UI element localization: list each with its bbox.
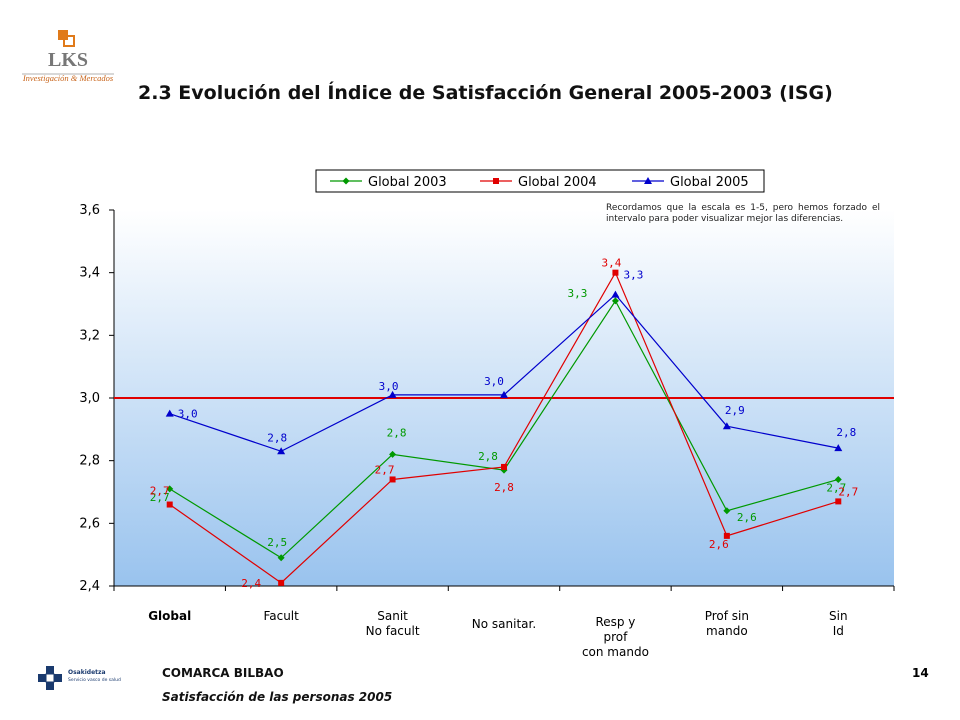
marker-diamond: [611, 297, 619, 305]
data-label: 2,8: [478, 450, 498, 463]
data-label: 3,0: [178, 408, 198, 421]
x-tick-label: Prof sin mando: [705, 609, 749, 638]
x-tick-label: No sanitar.: [472, 617, 536, 631]
x-tick-label: Sanit No facult: [366, 609, 420, 638]
footer-org: COMARCA BILBAO: [162, 666, 284, 680]
marker-triangle: [722, 422, 731, 430]
legend-box: [315, 169, 765, 193]
marker-diamond: [723, 507, 731, 515]
marker-triangle: [277, 447, 286, 455]
data-label: 2,8: [267, 431, 287, 444]
marker-square: [612, 269, 619, 276]
y-tick-label: 3,2: [79, 328, 100, 343]
data-label: 2,7: [150, 491, 170, 504]
y-tick-label: 3,0: [79, 391, 100, 406]
cross-icon: [38, 666, 62, 690]
y-tick-label: 3,6: [79, 203, 100, 218]
data-label: 2,4: [241, 577, 261, 590]
data-label: 3,0: [379, 380, 399, 393]
marker-triangle: [165, 409, 174, 417]
marker-square: [166, 501, 173, 508]
series-layer: 2,72,52,82,83,32,62,72,72,42,72,83,42,62…: [150, 257, 858, 590]
marker-diamond: [389, 450, 397, 458]
x-axis-labels: Global Facult Sanit No facult No sanitar. Res…: [148, 609, 847, 659]
page-title: 2.3 Evolución del Índice de Satisfacción…: [138, 82, 833, 104]
series-g2004: 2,7 2,4 2,7 2,8 3,4 2,6 2,7: [150, 257, 858, 590]
logo-square-2: [63, 35, 75, 47]
y-tick-label: 2,4: [79, 579, 100, 594]
data-label: 2,6: [709, 538, 729, 551]
y-tick-label: 2,6: [79, 516, 100, 531]
marker-square: [493, 178, 499, 184]
marker-diamond: [277, 554, 285, 562]
data-label: 2,5: [267, 536, 287, 549]
marker-diamond: [834, 475, 842, 483]
marker-square: [723, 532, 730, 539]
legend: Global 2003 Global 2004 Global 2005: [315, 169, 765, 193]
legend-label: Global 2004: [518, 175, 597, 190]
marker-diamond: [342, 177, 350, 185]
marker-square: [278, 579, 285, 586]
y-tick-label: 3,4: [79, 266, 100, 281]
data-label: 2,7: [826, 481, 846, 494]
scale-note: Recordamos que la escala es 1-5, pero he…: [606, 203, 880, 224]
logo-tagline: Investigación & Mercados: [22, 73, 114, 83]
marker-square: [835, 498, 842, 505]
data-label: 2,8: [836, 426, 856, 439]
y-tick-label: 2,8: [79, 454, 100, 469]
page-number: 14: [912, 666, 929, 680]
data-label: 2,7: [838, 485, 858, 498]
data-label: 3,0: [484, 375, 504, 388]
legend-label: Global 2003: [368, 175, 447, 190]
x-tick-label: Resp y prof con mando: [582, 615, 649, 659]
marker-triangle: [834, 444, 843, 452]
series-g2005: 3,0 2,8 3,0 3,0 3,3 2,9 2,8: [165, 269, 856, 455]
data-label: 2,6: [737, 511, 757, 524]
legend-label: Global 2005: [670, 175, 749, 190]
marker-triangle: [500, 390, 508, 398]
marker-triangle: [644, 177, 652, 184]
lks-logo: LKS Investigación & Mercados: [22, 30, 114, 83]
x-tick-label: Sin Id: [829, 609, 848, 638]
data-label: 2,7: [375, 463, 395, 476]
data-label: 2,8: [494, 481, 514, 494]
osakidetza-logo: Osakidetza Servicio vasco de salud: [38, 666, 121, 690]
axes: 2,4 2,6 2,8 3,0 3,2 3,4 3,6: [79, 203, 895, 594]
data-label: 3,3: [623, 269, 643, 282]
marker-square: [501, 463, 507, 470]
brand-line-2: Servicio vasco de salud: [68, 677, 121, 683]
footer-subtitle: Satisfacción de las personas 2005: [162, 690, 393, 704]
marker-square: [389, 476, 396, 483]
marker-triangle: [611, 290, 620, 298]
data-label: 2,8: [387, 426, 407, 439]
data-label: 3,4: [601, 257, 621, 270]
data-label: 2,9: [725, 404, 745, 417]
marker-triangle: [388, 390, 397, 398]
logo-text: LKS: [48, 49, 88, 71]
marker-diamond: [166, 485, 174, 493]
data-label: 2,7: [150, 485, 170, 498]
x-tick-label: Facult: [263, 609, 299, 623]
x-tick-label: Global: [148, 609, 191, 623]
data-label: 3,3: [567, 287, 587, 300]
brand-line-1: Osakidetza: [68, 669, 106, 676]
